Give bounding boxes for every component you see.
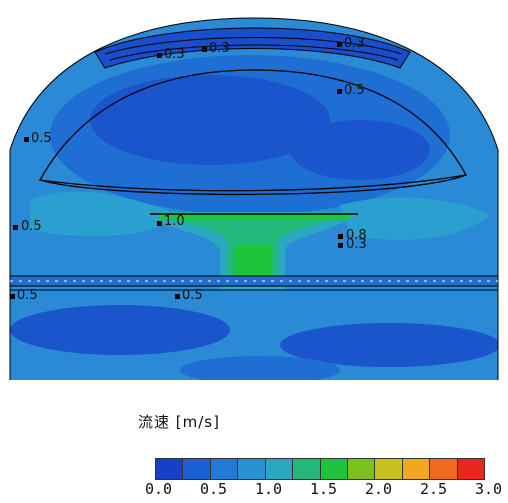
contour-label: 0.5 (344, 83, 365, 98)
legend-swatch (210, 459, 239, 479)
lens-boundary (39, 69, 467, 196)
legend-ticks: 0.0 0.5 1.0 1.5 2.0 2.5 3.0 (145, 480, 503, 498)
contour-label: 0.5 (21, 219, 42, 234)
contour-label: 1.0 (164, 214, 185, 229)
legend-swatch (457, 459, 485, 479)
contour-label: 0.3 (209, 41, 230, 56)
legend-swatch (375, 459, 403, 479)
contour-label: 0.3 (344, 36, 365, 51)
legend-tick-label: 2.0 (365, 480, 393, 498)
legend-color-bar (155, 458, 485, 480)
legend-swatch (320, 459, 348, 479)
contour-label: 0.3 (346, 237, 367, 252)
legend-tick-label: 0.0 (145, 480, 173, 498)
legend-swatch (156, 459, 184, 479)
contour-label: 0.5 (182, 288, 203, 303)
flow-field (10, 18, 498, 380)
contour-label: 0.5 (17, 288, 38, 303)
legend-tick-label: 2.5 (420, 480, 448, 498)
contour-label: 0.5 (31, 131, 52, 146)
legend-swatch (238, 459, 266, 479)
legend-tick-label: 1.5 (310, 480, 338, 498)
contour-label: 0.3 (164, 47, 185, 62)
legend-swatch (265, 459, 294, 479)
legend-swatch (293, 459, 321, 479)
contour-labels: 0.3 0.3 0.3 0.5 0.5 0.5 1.0 0.8 0.3 0.5 … (10, 36, 367, 303)
legend-swatch (347, 459, 376, 479)
legend-tick-label: 3.0 (475, 480, 503, 498)
vessel-outline (9, 17, 499, 380)
legend-tick-label: 1.0 (255, 480, 283, 498)
legend-swatch (430, 459, 458, 479)
legend-title: 流速 [m/s] (138, 413, 220, 431)
perforated-band (9, 275, 499, 291)
contour-label: 0.8 (346, 228, 367, 243)
velocity-contour-plot: 0.3 0.3 0.3 0.5 0.5 0.5 1.0 0.8 0.3 0.5 … (9, 17, 499, 380)
legend-swatch (402, 459, 431, 479)
top-cap (94, 27, 411, 69)
legend-tick-label: 0.5 (200, 480, 228, 498)
legend-swatch (183, 459, 211, 479)
